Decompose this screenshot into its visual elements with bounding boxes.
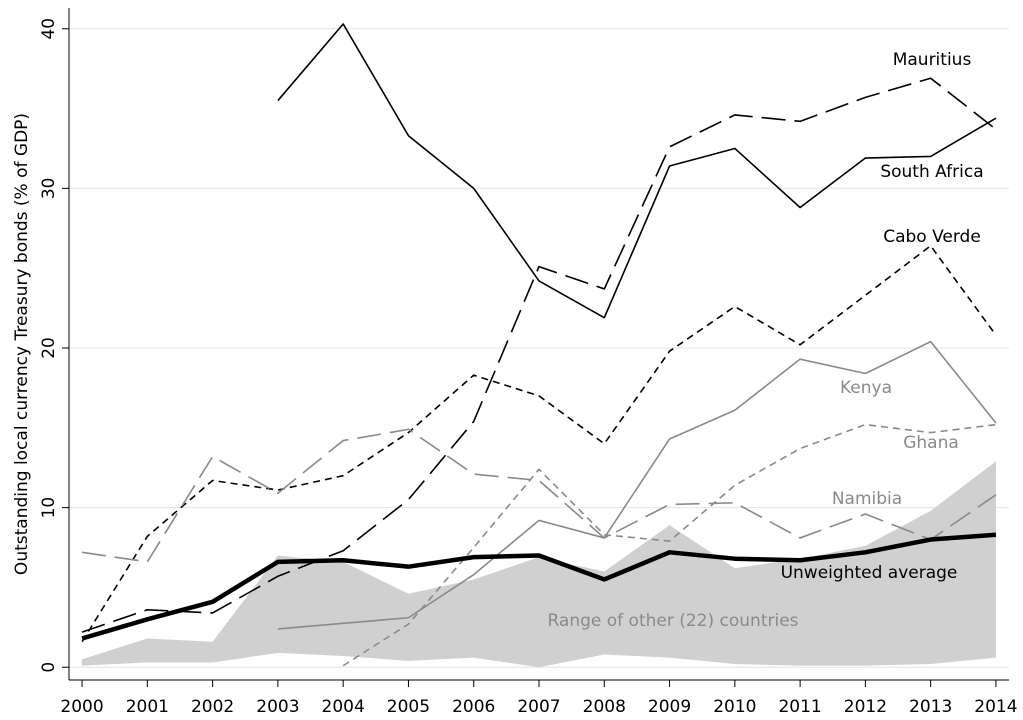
series-line	[342, 423, 997, 667]
series-label: Cabo Verde	[883, 227, 981, 247]
x-tick-label: 2006	[452, 697, 495, 717]
y-tick-label: 30	[39, 178, 59, 200]
x-tick-label: 2014	[974, 697, 1017, 717]
x-tick-label: 2004	[322, 697, 365, 717]
series-label: Namibia	[832, 489, 902, 509]
series-line	[277, 340, 997, 630]
x-tick-label: 2000	[60, 697, 103, 717]
series-label: Kenya	[840, 378, 892, 398]
series-line	[277, 23, 997, 319]
x-tick-label: 2009	[648, 697, 691, 717]
x-tick-label: 2012	[844, 697, 887, 717]
x-tick-label: 2007	[517, 697, 560, 717]
y-tick-label: 0	[39, 662, 59, 673]
x-tick-label: 2010	[713, 697, 756, 717]
series-line	[81, 77, 997, 633]
y-axis-title: Outstanding local currency Treasury bond…	[12, 113, 32, 575]
series-line	[81, 532, 997, 641]
x-tick-label: 2002	[191, 697, 234, 717]
range-label: Range of other (22) countries	[547, 611, 798, 631]
x-tick-label: 2003	[256, 697, 299, 717]
y-tick-label: 20	[39, 337, 59, 359]
x-tick-label: 2005	[387, 697, 430, 717]
range-band	[82, 461, 996, 668]
y-tick-label: 40	[39, 18, 59, 40]
series-line	[81, 428, 997, 563]
series-label: Mauritius	[893, 50, 972, 70]
x-tick-label: 2001	[126, 697, 169, 717]
series-label: Ghana	[903, 433, 959, 453]
x-tick-label: 2013	[909, 697, 952, 717]
series-label: Unweighted average	[781, 563, 958, 583]
series-line	[81, 245, 997, 643]
x-tick-label: 2011	[778, 697, 821, 717]
x-tick-label: 2008	[583, 697, 626, 717]
series-label: South Africa	[880, 162, 983, 182]
y-tick-label: 10	[39, 497, 59, 519]
